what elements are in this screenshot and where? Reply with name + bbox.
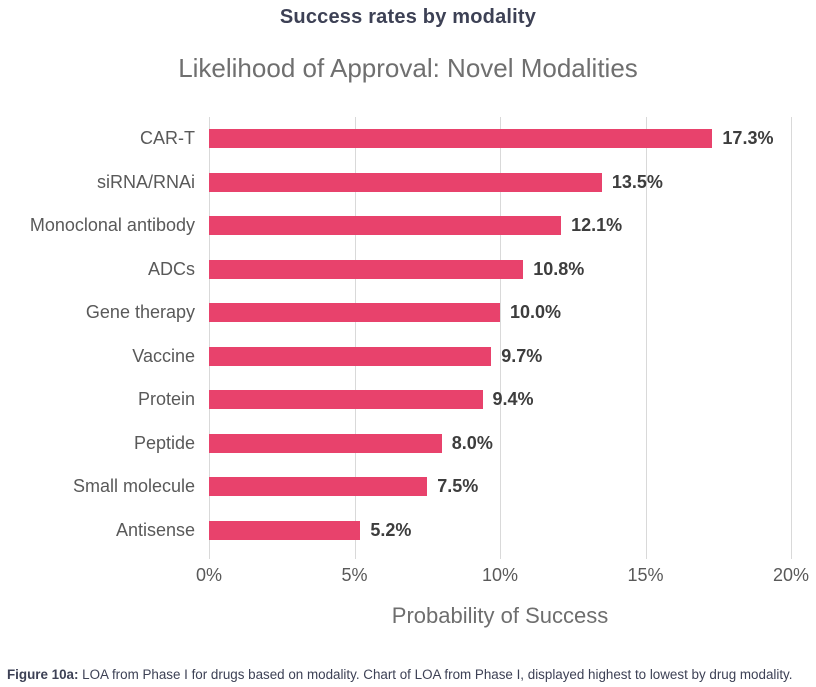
bar-chart: CAR-T 17.3% siRNA/RNAi 13.5% Monoclonal anti… <box>0 117 816 552</box>
bar-row: Antisense 5.2% <box>0 509 816 553</box>
bar <box>209 520 361 540</box>
category-label: Small molecule <box>72 476 195 497</box>
value-label: 13.5% <box>611 171 663 192</box>
category-label: Protein <box>137 389 195 410</box>
bar <box>209 390 483 410</box>
bar-row: Gene therapy 10.0% <box>0 291 816 335</box>
value-label: 7.5% <box>437 476 479 497</box>
bar-row: siRNA/RNAi 13.5% <box>0 161 816 205</box>
bar <box>209 433 442 453</box>
value-label: 10.0% <box>510 302 562 323</box>
bar-row: Peptide 8.0% <box>0 422 816 466</box>
value-label: 12.1% <box>571 215 623 236</box>
x-axis-ticks: 0% 5% 10% 15% 20% <box>0 565 816 587</box>
bar <box>209 259 524 279</box>
category-label: Peptide <box>133 432 195 453</box>
bar-row: Small molecule 7.5% <box>0 465 816 509</box>
gridline <box>354 117 356 559</box>
gridline <box>645 117 647 559</box>
figure-caption-text: LOA from Phase I for drugs based on moda… <box>78 667 793 682</box>
bar <box>209 129 713 149</box>
category-label: Gene therapy <box>85 302 195 323</box>
value-label: 10.8% <box>533 258 585 279</box>
value-label: 5.2% <box>370 519 412 540</box>
gridline <box>209 117 210 559</box>
category-label: Vaccine <box>132 345 195 366</box>
bar-row: Monoclonal antibody 12.1% <box>0 204 816 248</box>
x-tick-label: 10% <box>481 565 519 585</box>
x-axis-title: Probability of Success <box>391 603 609 628</box>
bar-row: ADCs 10.8% <box>0 248 816 292</box>
x-tick-label: 15% <box>627 565 664 585</box>
gridline <box>500 117 501 559</box>
category-label: Antisense <box>115 519 195 540</box>
value-label: 8.0% <box>451 432 493 453</box>
bar-row: CAR-T 17.3% <box>0 117 816 161</box>
bar-row: Vaccine 9.7% <box>0 335 816 379</box>
x-tick-label: 20% <box>772 565 810 585</box>
category-label: ADCs <box>147 258 195 279</box>
value-label: 9.4% <box>492 389 534 410</box>
chart-title: Likelihood of Approval: Novel Modalities <box>178 53 638 83</box>
category-label: Monoclonal antibody <box>29 215 195 236</box>
x-tick-label: 5% <box>341 565 368 585</box>
bar <box>209 303 500 323</box>
bar-row: Protein 9.4% <box>0 378 816 422</box>
category-label: siRNA/RNAi <box>96 171 195 192</box>
value-label: 17.3% <box>722 128 774 149</box>
value-label: 9.7% <box>501 345 543 366</box>
plot-gridlines <box>0 117 816 559</box>
category-label: CAR-T <box>140 128 195 149</box>
x-tick-label: 0% <box>195 565 222 585</box>
page-title: Success rates by modality <box>279 6 537 28</box>
bar <box>209 172 602 192</box>
figure-caption-prefix: Figure 10a: <box>7 667 79 682</box>
bar <box>209 346 492 366</box>
bar <box>209 216 562 236</box>
figure-caption: Figure 10a: LOA from Phase I for drugs b… <box>7 667 813 682</box>
bar <box>209 477 428 497</box>
gridline <box>791 117 792 559</box>
